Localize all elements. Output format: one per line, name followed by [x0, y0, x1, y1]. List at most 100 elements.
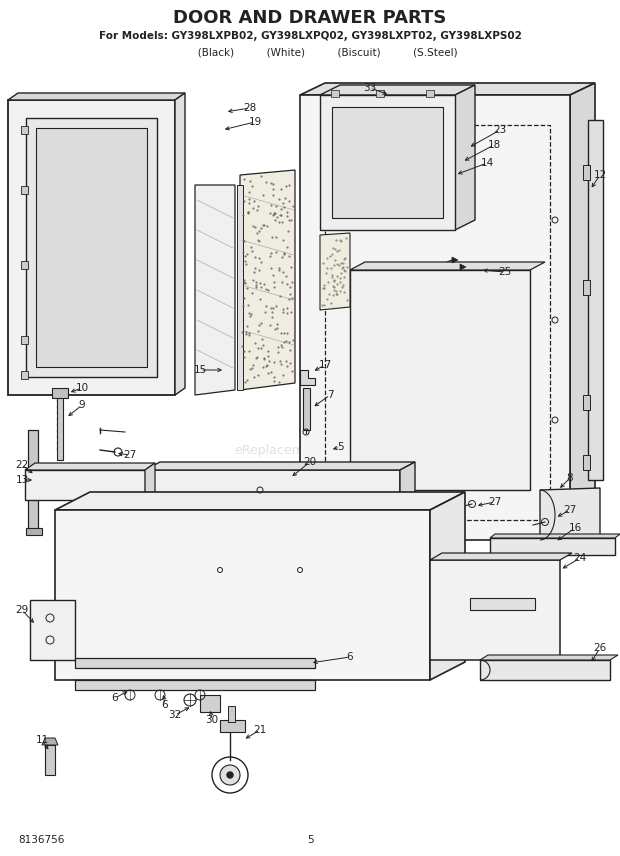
- Polygon shape: [240, 170, 295, 390]
- Polygon shape: [583, 165, 590, 180]
- Text: 11: 11: [35, 735, 48, 745]
- Text: 16: 16: [569, 523, 582, 533]
- Text: 8: 8: [567, 473, 574, 483]
- Text: 22: 22: [16, 460, 29, 470]
- Text: 8136756: 8136756: [18, 835, 64, 845]
- Polygon shape: [455, 85, 475, 230]
- Polygon shape: [26, 528, 42, 535]
- Text: 27: 27: [489, 497, 502, 507]
- Text: 26: 26: [593, 643, 606, 653]
- Polygon shape: [21, 126, 28, 134]
- Polygon shape: [490, 538, 615, 555]
- Text: 14: 14: [480, 158, 494, 168]
- Text: 19: 19: [249, 117, 262, 127]
- Polygon shape: [320, 95, 455, 230]
- Polygon shape: [228, 706, 235, 722]
- Polygon shape: [25, 463, 155, 470]
- Polygon shape: [8, 93, 185, 100]
- Polygon shape: [540, 488, 600, 540]
- Polygon shape: [26, 118, 157, 377]
- Text: 24: 24: [574, 553, 587, 563]
- Polygon shape: [237, 185, 243, 390]
- Circle shape: [227, 772, 233, 778]
- Text: 6: 6: [347, 652, 353, 662]
- Polygon shape: [426, 90, 434, 97]
- Polygon shape: [195, 185, 235, 395]
- Text: 28: 28: [244, 103, 257, 113]
- Polygon shape: [30, 600, 75, 660]
- Polygon shape: [8, 100, 175, 395]
- Polygon shape: [200, 695, 220, 712]
- Text: (Black)          (White)          (Biscuit)          (S.Steel): (Black) (White) (Biscuit) (S.Steel): [162, 47, 458, 57]
- Polygon shape: [303, 388, 310, 430]
- Polygon shape: [460, 264, 466, 270]
- Polygon shape: [145, 470, 400, 510]
- Polygon shape: [480, 660, 610, 680]
- Polygon shape: [21, 371, 28, 379]
- Polygon shape: [350, 270, 530, 490]
- Text: 30: 30: [205, 715, 219, 725]
- Polygon shape: [332, 107, 443, 218]
- Text: 21: 21: [254, 725, 267, 735]
- Text: 6: 6: [112, 693, 118, 703]
- Polygon shape: [452, 257, 458, 263]
- Polygon shape: [21, 261, 28, 269]
- Polygon shape: [36, 128, 147, 367]
- Text: 33: 33: [363, 83, 376, 93]
- Polygon shape: [300, 95, 570, 540]
- Text: 18: 18: [487, 140, 500, 150]
- Text: 23: 23: [494, 125, 507, 135]
- Polygon shape: [400, 462, 415, 510]
- Polygon shape: [320, 233, 350, 310]
- Circle shape: [220, 765, 240, 785]
- Polygon shape: [430, 553, 572, 560]
- Polygon shape: [42, 738, 58, 745]
- Polygon shape: [55, 510, 430, 680]
- Polygon shape: [583, 455, 590, 470]
- Text: 7: 7: [327, 390, 334, 400]
- Polygon shape: [570, 83, 595, 540]
- Text: 10: 10: [76, 383, 89, 393]
- Polygon shape: [25, 470, 145, 500]
- Polygon shape: [220, 720, 245, 732]
- Text: 32: 32: [169, 710, 182, 720]
- Text: 5: 5: [337, 442, 343, 452]
- Text: 9: 9: [79, 400, 86, 410]
- Polygon shape: [145, 463, 155, 500]
- Text: 17: 17: [319, 360, 332, 370]
- Polygon shape: [430, 560, 560, 660]
- Text: 27: 27: [564, 505, 577, 515]
- Polygon shape: [75, 658, 315, 668]
- Polygon shape: [55, 492, 465, 510]
- Polygon shape: [21, 186, 28, 194]
- Polygon shape: [376, 90, 384, 97]
- Polygon shape: [28, 430, 38, 530]
- Text: 20: 20: [303, 457, 317, 467]
- Polygon shape: [470, 598, 535, 610]
- Polygon shape: [350, 262, 545, 270]
- Polygon shape: [57, 390, 63, 460]
- Polygon shape: [320, 85, 475, 95]
- Polygon shape: [52, 388, 68, 398]
- Polygon shape: [480, 655, 618, 660]
- Polygon shape: [21, 336, 28, 344]
- Polygon shape: [300, 370, 315, 385]
- Polygon shape: [490, 534, 620, 538]
- Text: 27: 27: [123, 450, 136, 460]
- Polygon shape: [430, 492, 465, 680]
- Polygon shape: [75, 680, 315, 690]
- Polygon shape: [588, 120, 603, 480]
- Text: 29: 29: [16, 605, 29, 615]
- Text: 15: 15: [193, 365, 206, 375]
- Polygon shape: [175, 93, 185, 395]
- Polygon shape: [331, 90, 339, 97]
- Text: eReplacementParts.com: eReplacementParts.com: [234, 443, 386, 456]
- Text: For Models: GY398LXPB02, GY398LXPQ02, GY398LXPT02, GY398LXPS02: For Models: GY398LXPB02, GY398LXPQ02, GY…: [99, 31, 521, 41]
- Text: 25: 25: [498, 267, 511, 277]
- Polygon shape: [300, 83, 595, 95]
- Text: 6: 6: [162, 700, 168, 710]
- Polygon shape: [45, 745, 55, 775]
- Text: DOOR AND DRAWER PARTS: DOOR AND DRAWER PARTS: [174, 9, 446, 27]
- Text: 13: 13: [16, 475, 29, 485]
- Polygon shape: [583, 280, 590, 295]
